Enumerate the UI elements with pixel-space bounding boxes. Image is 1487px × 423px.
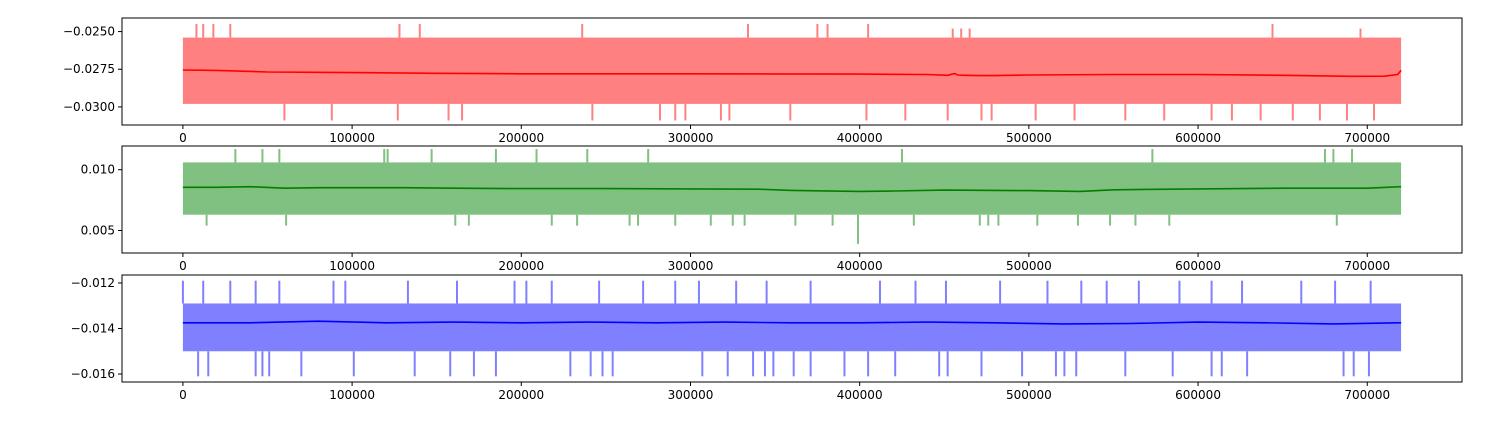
y-tick-label: 0.005	[81, 224, 115, 238]
subplot-1: 0 100000 200000 300000 400000 500000 600000 700…	[63, 17, 1463, 145]
x-tick-label: 0	[179, 259, 187, 273]
subplot-2: 0 100000 200000 300000 400000 500000 600000 700…	[81, 145, 1463, 273]
x-tick-label: 500000	[1006, 388, 1052, 402]
y-tick-label: 0.010	[81, 163, 115, 177]
x-tick-label: 200000	[498, 259, 544, 273]
series-line	[182, 185, 1402, 193]
x-tick-label: 100000	[329, 388, 375, 402]
x-tick-label: 500000	[1006, 131, 1052, 145]
y-tick-label: −0.0250	[63, 25, 115, 39]
axes-frame	[121, 17, 1463, 126]
y-tick-label: −0.014	[71, 322, 115, 336]
x-tick-label: 0	[179, 388, 187, 402]
plot-area	[182, 24, 1402, 121]
x-tick-label: 400000	[837, 388, 883, 402]
x-tick-label: 200000	[498, 388, 544, 402]
x-tick-label: 600000	[1175, 131, 1221, 145]
raw-signal-band	[182, 37, 1402, 104]
series-line	[182, 69, 1402, 78]
axes-frame	[121, 145, 1463, 254]
y-tick-label: −0.0300	[63, 100, 115, 114]
x-tick-label: 600000	[1175, 388, 1221, 402]
x-tick-label: 500000	[1006, 259, 1052, 273]
plot-area	[182, 149, 1402, 244]
x-tick-label: 400000	[837, 131, 883, 145]
x-tick-label: 700000	[1344, 259, 1390, 273]
y-tick-label: −0.016	[71, 367, 115, 381]
x-tick-label: 700000	[1344, 388, 1390, 402]
x-tick-label: 100000	[329, 259, 375, 273]
series-line	[182, 320, 1402, 325]
x-tick-label: 700000	[1344, 131, 1390, 145]
x-tick-label: 300000	[668, 131, 714, 145]
x-tick-label: 300000	[668, 259, 714, 273]
y-tick-label: −0.0275	[63, 62, 115, 76]
plot-area	[181, 280, 1402, 377]
x-tick-label: 200000	[498, 131, 544, 145]
x-tick-label: 100000	[329, 131, 375, 145]
x-tick-label: 400000	[837, 259, 883, 273]
raw-signal-band	[182, 303, 1402, 352]
subplot-3: 0 100000 200000 300000 400000 500000 600000 700…	[71, 274, 1463, 402]
y-tick-label: −0.012	[71, 276, 115, 290]
x-tick-label: 600000	[1175, 259, 1221, 273]
x-tick-label: 300000	[668, 388, 714, 402]
x-tick-label: 0	[179, 131, 187, 145]
